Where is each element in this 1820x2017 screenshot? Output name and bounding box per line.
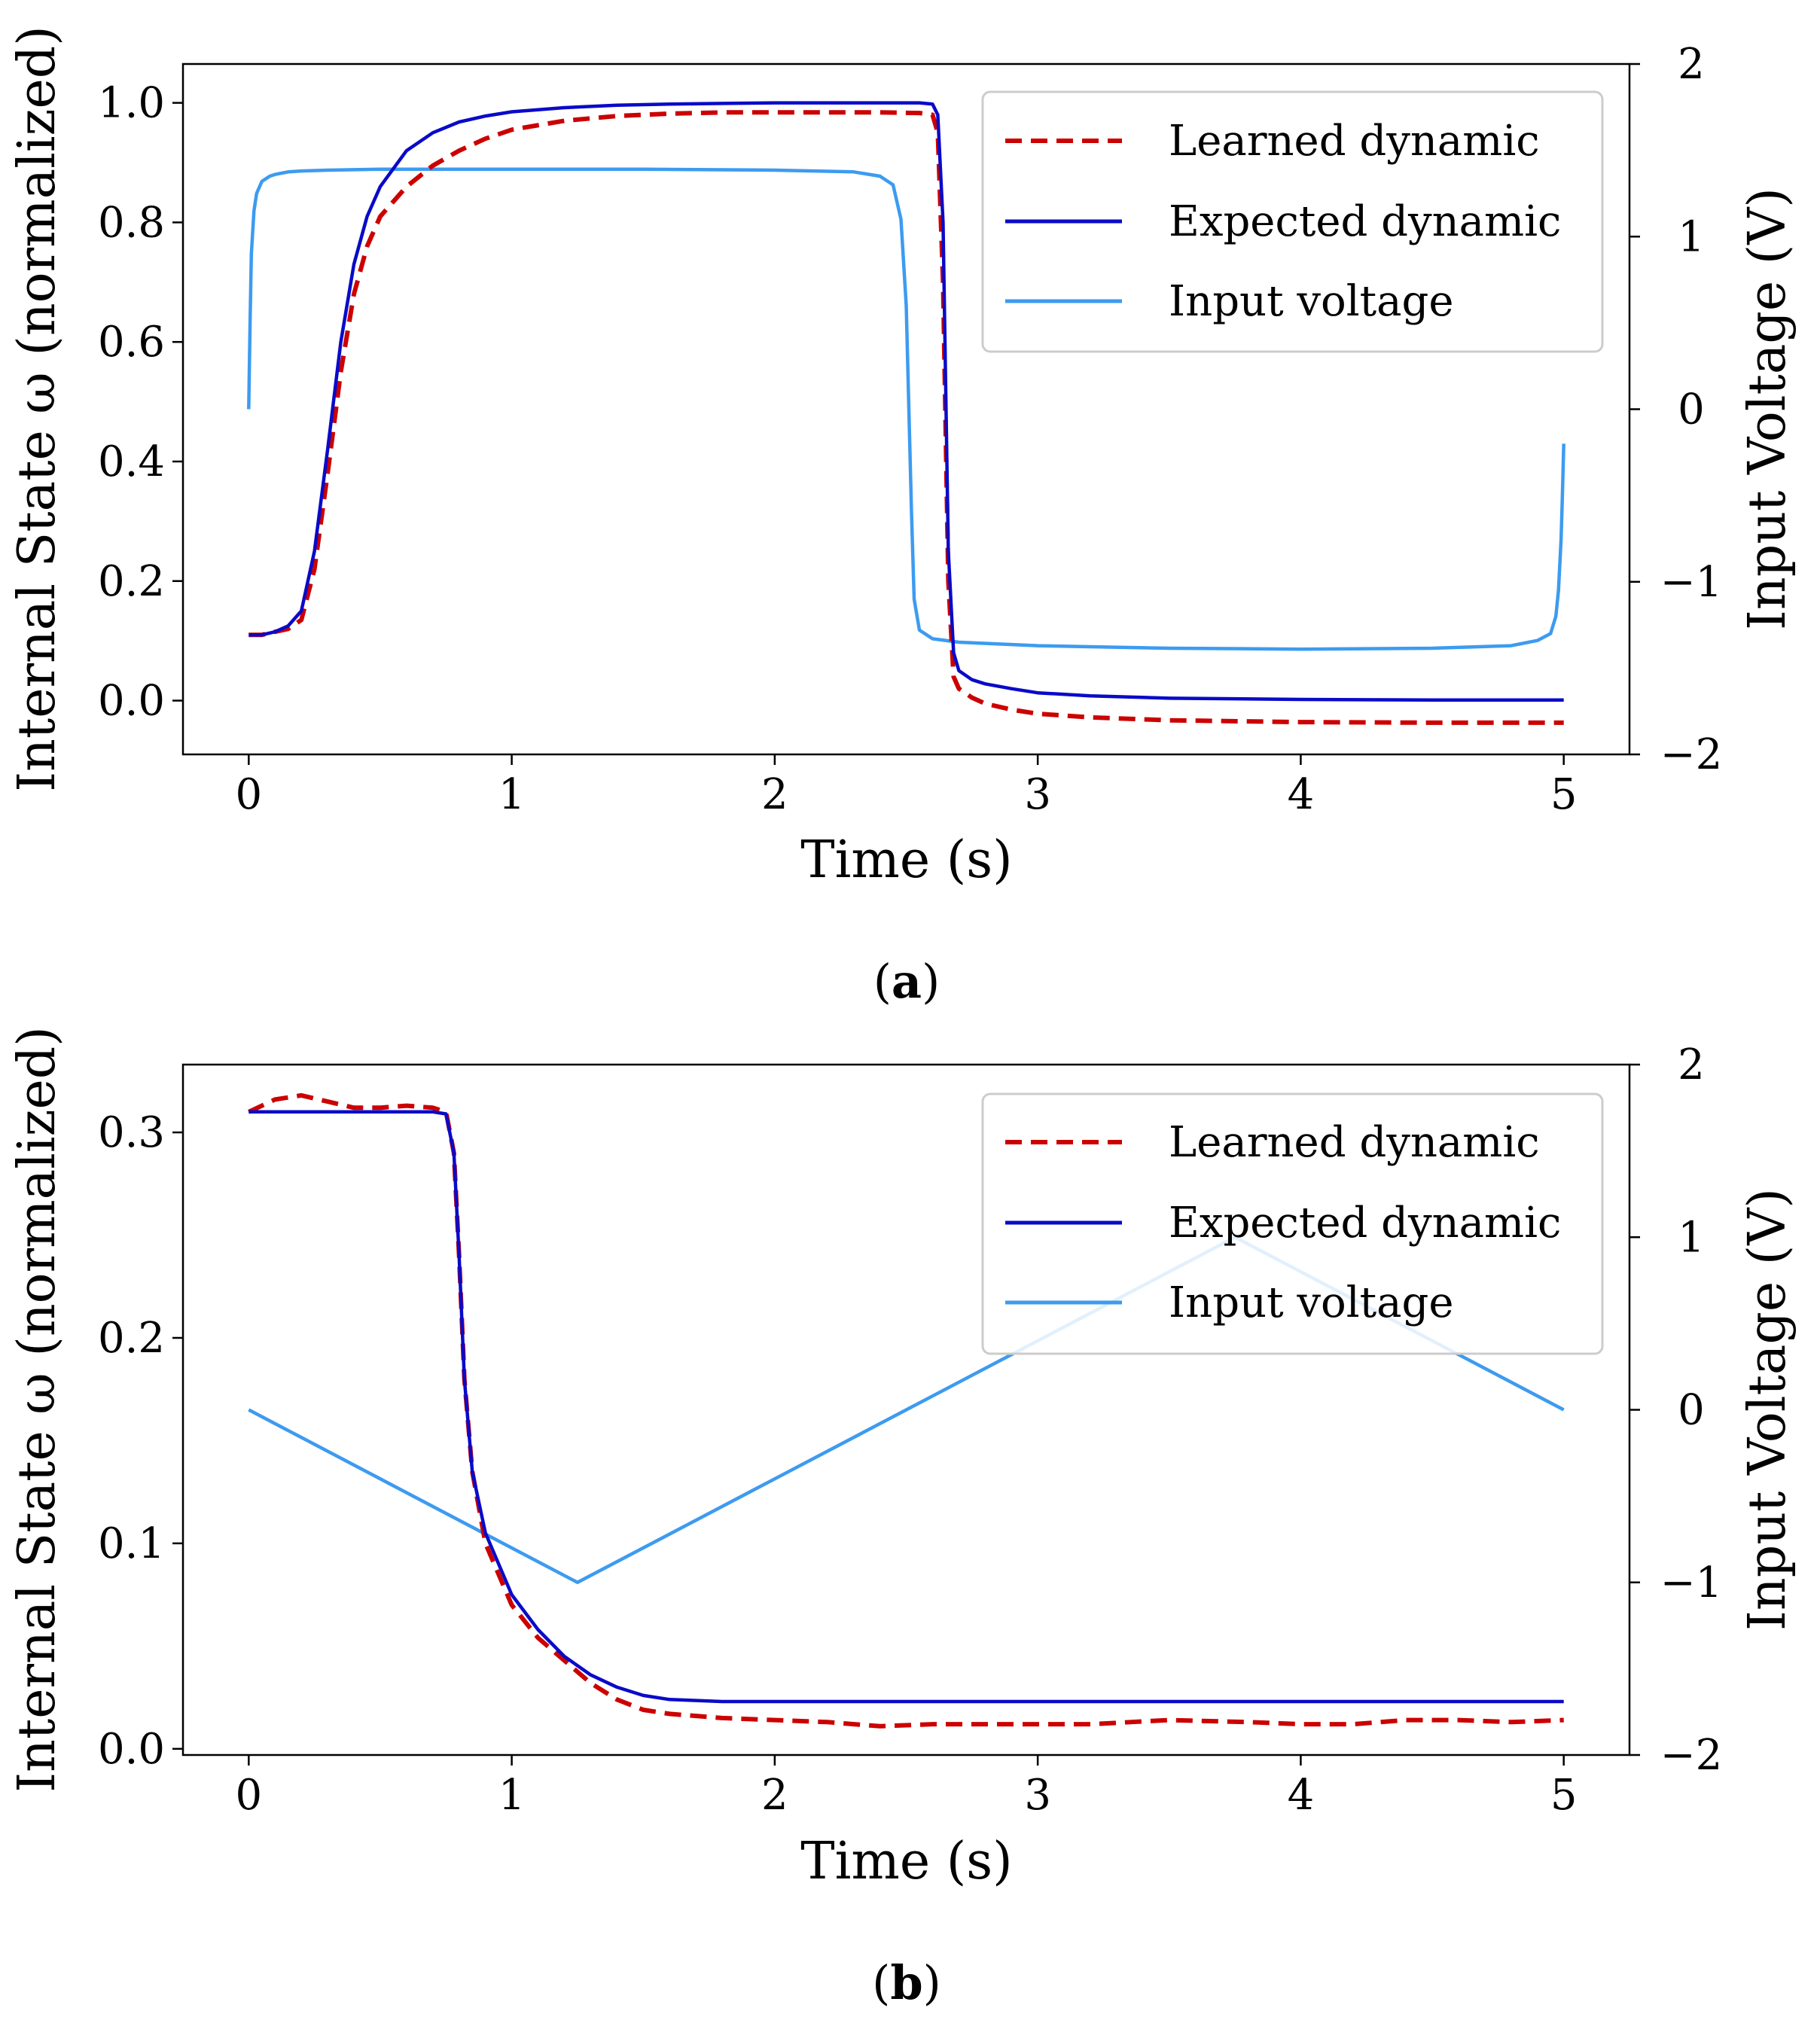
x-ticks-a: 0 1 2 3 4 5	[235, 754, 1578, 819]
y2-tick-label: 2	[1678, 40, 1705, 89]
y-tick-label: 0.8	[98, 198, 165, 247]
caption-letter-a: a	[892, 954, 922, 1009]
y2-tick-label: −2	[1660, 730, 1723, 779]
series-line-expected-a	[248, 101, 1564, 702]
legend-label-expected-b: Expected dynamic	[1169, 1199, 1561, 1248]
panel-b: 0 1 2 3 4 5 0.0 0.1 0.2 0.3 −2 −1 0 1 2 Time (s) Int…	[8, 1026, 1797, 2010]
y2-tick-label: −1	[1660, 558, 1723, 607]
y2-tick-label: −1	[1660, 1558, 1723, 1607]
y-ticks-b: 0.0 0.1 0.2 0.3	[98, 1108, 183, 1774]
y2-ticks-b: −2 −1 0 1 2	[1629, 1040, 1722, 1780]
x-tick-label: 1	[498, 770, 526, 819]
x-tick-label: 4	[1288, 770, 1315, 819]
legend-a: Learned dynamic Expected dynamic Input v…	[981, 90, 1604, 353]
caption-close-b: )	[923, 1955, 941, 2010]
x-axis-label-a: Time (s)	[800, 830, 1012, 890]
caption-open-a: (	[873, 954, 892, 1009]
caption-letter-b: b	[890, 1955, 922, 2010]
x-tick-label: 2	[761, 1771, 788, 1820]
legend-label-input-b: Input voltage	[1169, 1278, 1454, 1327]
y2-tick-label: 0	[1678, 385, 1705, 434]
panel-caption-a: (a)	[873, 954, 940, 1009]
x-tick-label: 0	[235, 1771, 262, 1820]
series-line-input-a	[247, 167, 1565, 651]
caption-close-a: )	[922, 954, 940, 1009]
y-tick-label: 0.2	[98, 557, 165, 606]
series-layer-a	[247, 101, 1565, 725]
x-tick-label: 5	[1550, 770, 1578, 819]
legend-b: Learned dynamic Expected dynamic Input v…	[981, 1092, 1604, 1355]
x-ticks-b: 0 1 2 3 4 5	[235, 1755, 1578, 1820]
y2-tick-label: 1	[1678, 212, 1705, 261]
series-line-learned-a	[248, 110, 1564, 725]
y-tick-label: 1.0	[98, 79, 165, 128]
y2-tick-label: −2	[1660, 1731, 1723, 1780]
series-line-learned-b	[248, 1092, 1564, 1729]
legend-box-b	[981, 1092, 1604, 1355]
y-tick-label: 0.0	[98, 677, 165, 726]
x-tick-label: 2	[761, 770, 788, 819]
series-line-expected-b	[248, 1110, 1564, 1704]
y2-tick-label: 1	[1678, 1213, 1705, 1262]
x-tick-label: 3	[1024, 1771, 1051, 1820]
panel-caption-b: (b)	[872, 1955, 941, 2010]
legend-box-a	[981, 90, 1604, 353]
y2-axis-label-a: Input Voltage (V)	[1738, 187, 1797, 630]
y-axis-label-b: Internal State ω (normalized)	[8, 1026, 67, 1793]
y-tick-label: 0.2	[98, 1314, 165, 1363]
y-ticks-a: 0.0 0.2 0.4 0.6 0.8 1.0	[98, 79, 183, 726]
x-tick-label: 0	[235, 770, 262, 819]
panel-a: 0 1 2 3 4 5 0.0 0.2 0.4 0.6 0.8 1.0 −2 −1 0 1 2 Time (…	[8, 26, 1797, 1009]
x-tick-label: 4	[1288, 1771, 1315, 1820]
x-tick-label: 1	[498, 1771, 526, 1820]
y-tick-label: 0.0	[98, 1725, 165, 1774]
y-tick-label: 0.4	[98, 437, 165, 486]
y2-axis-label-b: Input Voltage (V)	[1738, 1188, 1797, 1631]
legend-label-learned-b: Learned dynamic	[1169, 1118, 1540, 1167]
y2-ticks-a: −2 −1 0 1 2	[1629, 40, 1722, 779]
y2-tick-label: 0	[1678, 1386, 1705, 1435]
y-tick-label: 0.3	[98, 1108, 165, 1157]
x-axis-label-b: Time (s)	[800, 1832, 1012, 1891]
y2-tick-label: 2	[1678, 1040, 1705, 1089]
y-axis-label-a: Internal State ω (normalized)	[8, 26, 67, 792]
y-tick-label: 0.6	[98, 318, 165, 367]
y-tick-label: 0.1	[98, 1519, 165, 1568]
legend-label-expected-a: Expected dynamic	[1169, 197, 1561, 246]
x-tick-label: 5	[1550, 1771, 1578, 1820]
legend-label-input-a: Input voltage	[1169, 277, 1454, 326]
caption-open-b: (	[872, 1955, 890, 2010]
legend-label-learned-a: Learned dynamic	[1169, 117, 1540, 166]
x-tick-label: 3	[1024, 770, 1051, 819]
